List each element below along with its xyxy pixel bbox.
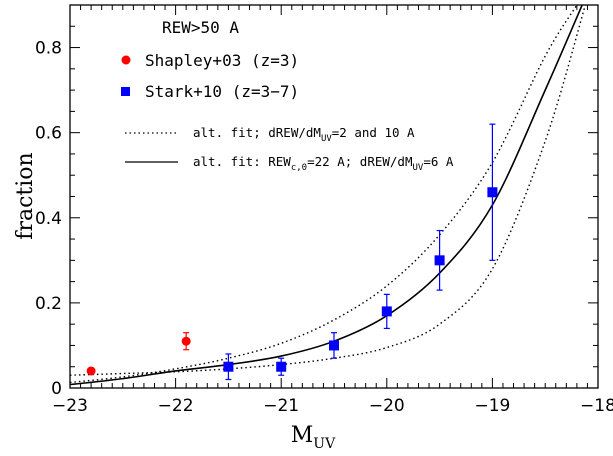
data-point-stark	[381, 306, 392, 317]
x-tick-label: −23	[52, 396, 88, 416]
legend-dotted-part1: alt. fit; dREW/dM	[193, 125, 321, 140]
x-axis-label-main: M	[291, 423, 314, 448]
data-point-stark	[223, 361, 234, 372]
x-tick-label: −22	[158, 396, 194, 416]
legend-solid-part2: =22 A; dREW/dM	[307, 154, 412, 169]
data-point-stark	[329, 340, 339, 351]
data-point-shapley	[181, 336, 191, 346]
legend-solid-part3: =6 A	[423, 154, 454, 169]
y-tick-label: 0.8	[35, 39, 62, 59]
axis-tick-labels: −23 −22 −21 −20 −19 −18 0 0.2 0.4 0.6 0.8	[35, 39, 613, 416]
legend-marker-stark	[121, 87, 130, 96]
legend-label-solid: alt. fit: REWc,0=22 A; dREW/dMUV=6 A	[193, 154, 454, 173]
axis-ticks	[69, 4, 599, 389]
x-tick-label: −18	[580, 396, 613, 416]
x-axis-label: MUV	[291, 423, 336, 452]
solid-fit-curve	[70, 5, 583, 386]
data-points	[86, 187, 498, 376]
legend: REW>50 A Shapley+03 (z=3) Stark+10 (z=3−…	[121, 18, 454, 173]
y-tick-label: 0.6	[35, 124, 62, 144]
legend-solid-sub2: UV	[412, 163, 423, 173]
x-tick-label: −20	[369, 396, 405, 416]
x-tick-label: −19	[474, 396, 510, 416]
legend-solid-sub1: c,0	[291, 163, 307, 173]
legend-dotted-part2: =2 and 10 A	[332, 125, 415, 140]
data-point-shapley	[86, 366, 96, 376]
data-point-stark	[434, 255, 445, 266]
y-tick-label: 0.4	[35, 209, 62, 229]
legend-dotted-sub: UV	[321, 134, 332, 144]
y-tick-label: 0	[51, 379, 62, 399]
y-axis-label: fraction	[13, 152, 38, 239]
legend-marker-shapley	[121, 55, 131, 65]
y-tick-label: 0.2	[35, 294, 62, 314]
x-axis-label-sub: UV	[313, 436, 336, 452]
x-tick-label: −21	[263, 396, 299, 416]
legend-label-shapley: Shapley+03 (z=3)	[145, 51, 299, 70]
dotted-fit-curve	[70, 5, 578, 384]
data-point-stark	[487, 187, 498, 198]
legend-title: REW>50 A	[162, 18, 239, 37]
legend-solid-part1: alt. fit: REW	[193, 154, 291, 169]
data-point-stark	[276, 361, 287, 372]
legend-label-stark: Stark+10 (z=3−7)	[145, 82, 299, 101]
legend-label-dotted: alt. fit; dREW/dMUV=2 and 10 A	[193, 125, 415, 144]
fit-curves	[70, 5, 586, 386]
